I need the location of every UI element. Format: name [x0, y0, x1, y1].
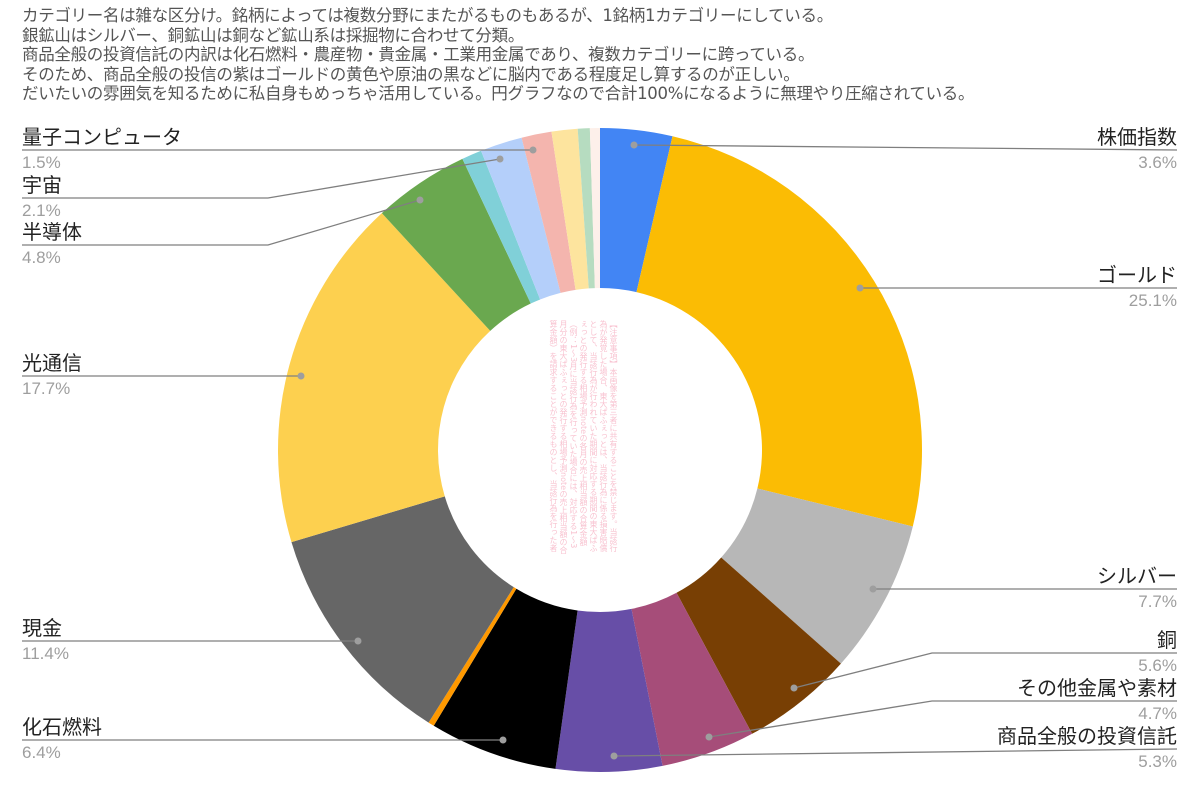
slice-label-percent: 4.7%	[1138, 704, 1177, 723]
donut-slice-unlabeled-15	[577, 128, 595, 289]
watermark-text: 【注意事項】本画像を第三者に共有することを禁じます。当該行為が発覚した場合、東大…	[549, 320, 618, 555]
donut-slice-6	[433, 588, 578, 769]
leader-dot	[354, 637, 362, 645]
donut-slice-12	[481, 137, 561, 300]
slice-label-name: 銅	[1157, 628, 1177, 652]
slice-label-percent: 25.1%	[1129, 291, 1177, 310]
note-line: 銀鉱山はシルバー、銅鉱山は銅など鉱山系は採掘物に合わせて分類。	[22, 25, 525, 45]
leader-dot	[610, 752, 618, 760]
leader-dot	[529, 146, 537, 154]
slice-label-percent: 17.7%	[22, 379, 70, 398]
leader-dot	[856, 284, 864, 292]
leader-line	[613, 748, 1178, 757]
leader-line	[22, 199, 421, 246]
slice-labels: 株価指数 3.6% ゴールド 25.1% シルバー 7.7% 銅 5.6%その他金属や素材 4.…	[22, 125, 1178, 771]
donut-slice-5	[555, 608, 663, 773]
note-line: 商品全般の投資信託の内訳は化石燃料・農産物・貴金属・工業用金属であり、複数カテゴ…	[22, 45, 815, 64]
leader-dot	[630, 141, 638, 149]
slice-label-name: その他金属や素材	[1017, 676, 1177, 700]
slice-label-name: 半導体	[22, 220, 82, 244]
donut-slice-3	[676, 557, 841, 734]
slice-label-percent: 5.6%	[1138, 656, 1177, 675]
slice-label-percent: 4.8%	[22, 248, 61, 267]
leader-dot	[496, 155, 504, 163]
leader-line	[633, 144, 1178, 151]
leader-dot	[705, 733, 713, 741]
slice-label-name: 量子コンピュータ	[22, 125, 182, 149]
leader-line	[22, 158, 501, 199]
donut-slice-13	[521, 131, 576, 293]
donut-slice-1	[636, 136, 922, 527]
slice-label-percent: 11.4%	[22, 644, 69, 663]
donut-slice-4	[631, 592, 753, 766]
leader-dot	[869, 585, 877, 593]
donut-slice-unlabeled-16	[589, 128, 600, 289]
donut-slice-unlabeled-14	[551, 128, 589, 290]
note-line: そのため、商品全般の投信の紫はゴールドの黄色や原油の黒などに脳内である程度足し算…	[22, 64, 800, 84]
donut-slice-2	[721, 488, 913, 664]
chart-notes: カテゴリー名は雑な区分け。銘柄によっては複数分野にまたがるものもあるが、1銘柄1…	[22, 6, 974, 104]
donut-slice-9	[277, 213, 491, 543]
donut-slice-unlabeled-11	[462, 150, 541, 304]
leader-line	[793, 652, 1177, 689]
note-line: カテゴリー名は雑な区分け。銘柄によっては複数分野にまたがるものもあるが、1銘柄1…	[22, 6, 833, 25]
slice-label-percent: 7.7%	[1138, 592, 1177, 611]
slice-label-percent: 1.5%	[22, 153, 61, 172]
donut-slice-unlabeled-7	[428, 587, 517, 726]
slice-label-name: 光通信	[22, 351, 82, 375]
slice-label-name: 商品全般の投資信託	[997, 724, 1177, 748]
leader-dot	[416, 196, 424, 204]
slice-label-name: 化石燃料	[22, 715, 102, 739]
slice-label-name: 宇宙	[22, 173, 62, 197]
donut-slice-0	[600, 128, 673, 293]
slice-label-percent: 6.4%	[22, 743, 61, 762]
leader-dot	[790, 684, 798, 692]
note-line: だいたいの雰囲気を知るために私自身もめっちゃ活用している。円グラフなので合計10…	[22, 84, 975, 103]
slice-label-name: 現金	[22, 616, 62, 640]
slice-label-percent: 2.1%	[22, 201, 61, 220]
donut-slice-8	[291, 496, 514, 723]
slice-label-name: ゴールド	[1097, 263, 1177, 287]
leader-dot	[499, 736, 507, 744]
leader-dot	[297, 372, 305, 380]
slice-label-name: 株価指数	[1097, 125, 1177, 149]
slice-label-name: シルバー	[1097, 564, 1177, 588]
slice-label-percent: 5.3%	[1138, 752, 1177, 771]
slice-label-percent: 3.6%	[1138, 153, 1177, 172]
leader-line	[708, 700, 1177, 738]
